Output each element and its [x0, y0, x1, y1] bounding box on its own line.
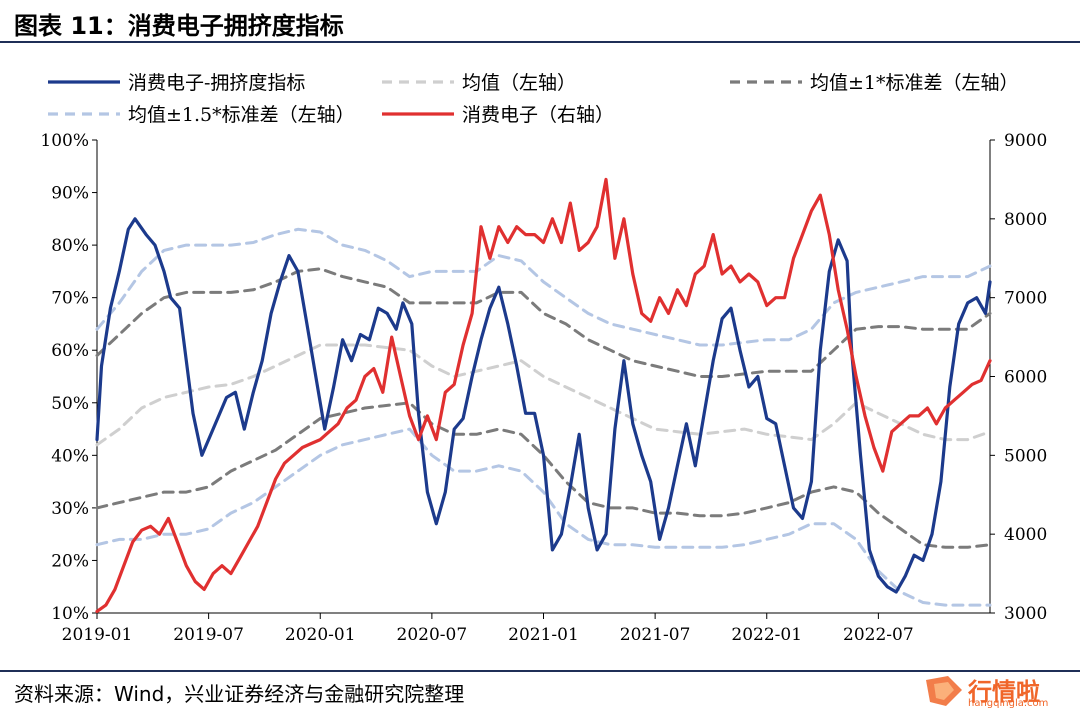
y-left-tick-label: 60% — [51, 341, 89, 361]
watermark-url: hangqingla.com — [968, 698, 1049, 709]
legend-label-mean: 均值（左轴） — [462, 72, 576, 94]
y-left-tick-label: 20% — [51, 551, 89, 571]
y-left-tick-label: 90% — [51, 184, 89, 204]
y-left-tick-label: 100% — [40, 131, 89, 151]
legend-label-sd15: 均值±1.5*标准差（左轴） — [128, 104, 355, 126]
watermark-logo-icon — [926, 676, 962, 706]
y-right-tick-label: 7000 — [1004, 289, 1047, 309]
x-tick-label: 2020-07 — [397, 625, 468, 645]
y-left-tick-label: 30% — [51, 499, 89, 519]
x-tick-label: 2020-01 — [285, 625, 356, 645]
series-line-sd15_hi — [95, 227, 992, 347]
y-left-tick-label: 40% — [51, 446, 89, 466]
y-left-tick-label: 70% — [51, 289, 89, 309]
x-tick-label: 2022-07 — [843, 625, 914, 645]
series-line-index — [95, 217, 992, 594]
source-note: 资料来源：Wind，兴业证券经济与金融研究院整理 — [14, 682, 465, 706]
axes-group: 10% 20% 30% 40% 50% 60% 70% 80% 90% 100% 3000 4000 5… — [40, 131, 1047, 645]
legend-label-sd1: 均值±1*标准差（左轴） — [810, 72, 1019, 94]
legend: 消费电子-拥挤度指标 均值（左轴） 均值±1*标准差（左轴） 均值±1.5*标准差（左… — [48, 72, 1019, 126]
legend-label-price: 消费电子（右轴） — [462, 104, 614, 126]
series-line-sd15_lo — [95, 427, 992, 607]
y-right-tick-label: 5000 — [1004, 446, 1047, 466]
y-left-tick-label: 80% — [51, 236, 89, 256]
y-right-tick-label: 4000 — [1004, 525, 1047, 545]
chart: 10% 20% 30% 40% 50% 60% 70% 80% 90% 100% 3000 4000 5… — [40, 72, 1047, 645]
title-divider — [0, 41, 1080, 43]
x-tick-label: 2021-01 — [508, 625, 579, 645]
y-right-tick-label: 9000 — [1004, 131, 1047, 151]
y-right-tick-label: 8000 — [1004, 210, 1047, 230]
legend-label-index: 消费电子-拥挤度指标 — [128, 72, 305, 94]
series-group — [95, 177, 992, 613]
series-line-sd1_hi — [95, 267, 992, 378]
x-tick-label: 2022-01 — [731, 625, 802, 645]
series-line-mean — [95, 343, 992, 447]
x-tick-label: 2019-01 — [62, 625, 133, 645]
watermark-text: 行情啦 — [968, 678, 1040, 706]
series-line-sd1_lo — [95, 401, 992, 549]
y-right-tick-label: 3000 — [1004, 604, 1047, 624]
x-tick-label: 2021-07 — [620, 625, 691, 645]
y-left-tick-label: 50% — [51, 394, 89, 414]
y-left-tick-label: 10% — [51, 604, 89, 624]
y-right-tick-label: 6000 — [1004, 368, 1047, 388]
source-divider — [0, 670, 1080, 672]
series-line-price — [95, 177, 992, 613]
x-tick-label: 2019-07 — [173, 625, 244, 645]
chart-title: 图表 11：消费电子拥挤度指标 — [14, 12, 344, 40]
